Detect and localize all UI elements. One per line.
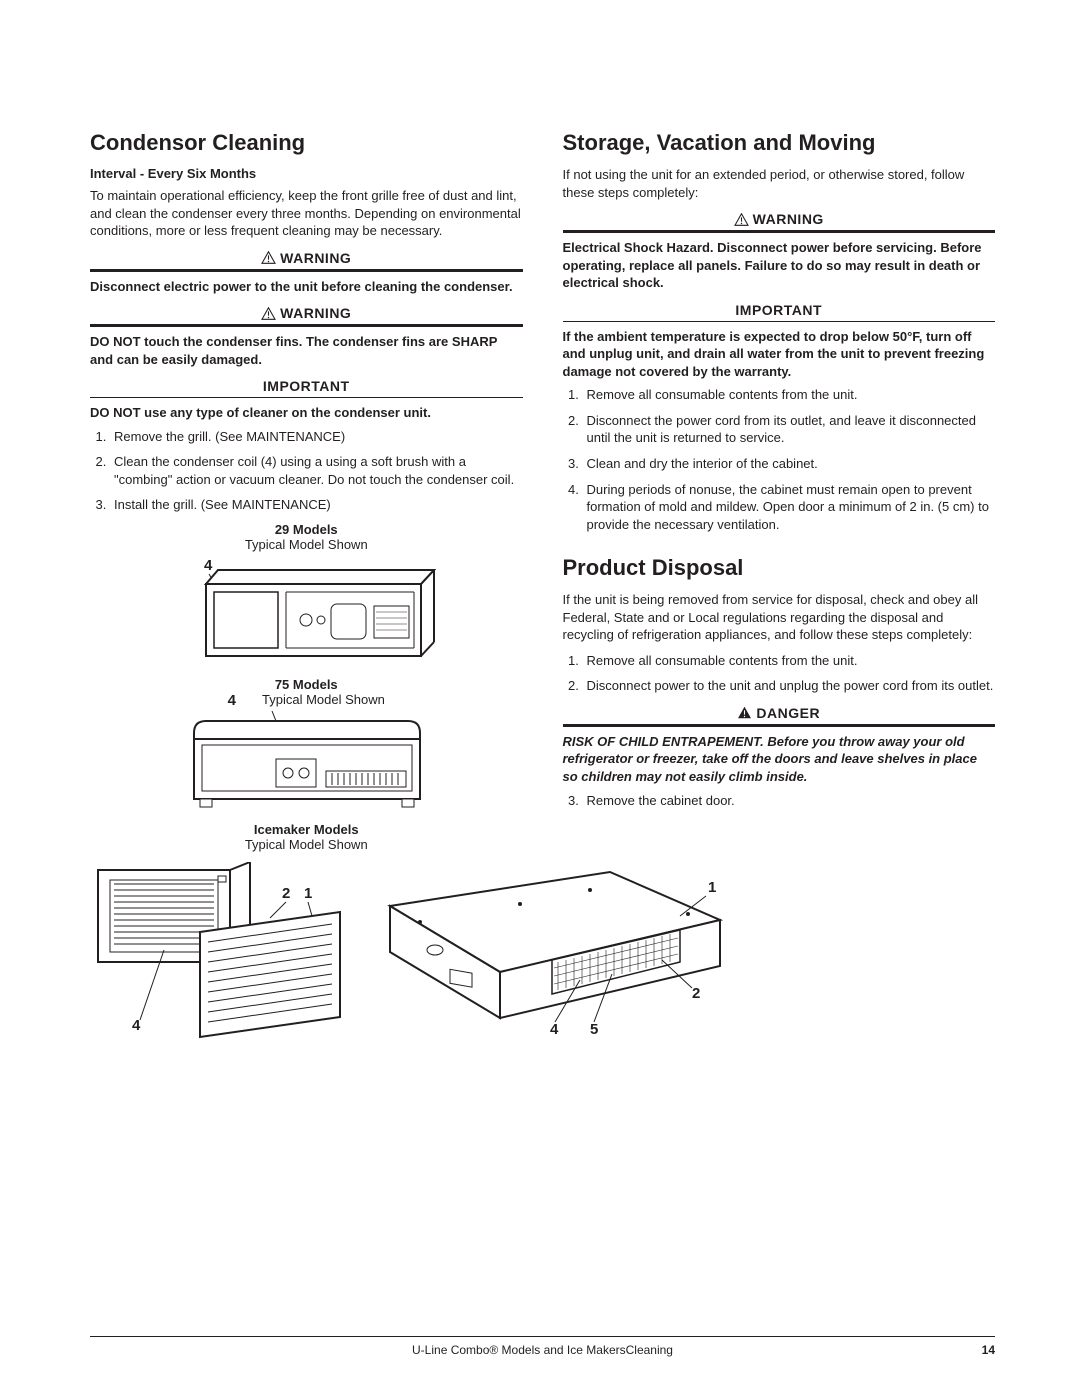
list-item: Remove all consumable contents from the … [583,652,996,670]
important-left: IMPORTANT [90,378,523,398]
storage-steps: Remove all consumable contents from the … [563,386,996,533]
caption-ice-sub: Typical Model Shown [90,837,523,852]
icemaker-diagrams: 2 1 4 1 [90,862,995,1042]
list-item: During periods of nonuse, the cabinet mu… [583,481,996,534]
danger-text: RISK OF CHILD ENTRAPEMENT. Before you th… [563,733,996,786]
svg-text:4: 4 [550,1021,559,1038]
diagram-ice-right: 1 2 4 5 [380,862,740,1042]
callout-4: 4 [204,557,213,574]
warning-2-label: WARNING [280,305,351,321]
warning-1-text: Disconnect electric power to the unit be… [90,278,523,296]
callout-4-75: 4 [228,692,236,709]
caption-75-models: 75 Models [90,677,523,692]
list-item: Remove all consumable contents from the … [583,386,996,404]
list-item: Remove the grill. (See MAINTENANCE) [110,428,523,446]
warning-2: WARNING [90,305,523,327]
disposal-intro: If the unit is being removed from servic… [563,591,996,644]
heading-disposal: Product Disposal [563,555,996,581]
list-item: Disconnect the power cord from its outle… [583,412,996,447]
diagram-75 [90,711,523,816]
important-left-label: IMPORTANT [90,378,523,394]
danger-icon [737,706,752,719]
footer-text: U-Line Combo® Models and Ice MakersClean… [412,1343,673,1357]
diagram-ice-left: 2 1 4 [90,862,350,1042]
warning-icon [261,251,276,264]
disposal-steps-a: Remove all consumable contents from the … [563,652,996,695]
condensor-steps: Remove the grill. (See MAINTENANCE) Clea… [90,428,523,514]
heading-storage: Storage, Vacation and Moving [563,130,996,156]
caption-29-models: 29 Models [90,522,523,537]
svg-text:2: 2 [692,985,700,1002]
disposal-steps-b: Remove the cabinet door. [563,792,996,810]
diagram-29: 4 [90,556,523,671]
warning-right-text: Electrical Shock Hazard. Disconnect powe… [563,239,996,292]
list-item: Clean and dry the interior of the cabine… [583,455,996,473]
warning-1: WARNING [90,250,523,272]
condensor-intro: To maintain operational efficiency, keep… [90,187,523,240]
important-right-text: If the ambient temperature is expected t… [563,328,996,381]
list-item: Install the grill. (See MAINTENANCE) [110,496,523,514]
right-column: Storage, Vacation and Moving If not usin… [563,130,996,856]
warning-1-label: WARNING [280,250,351,266]
svg-text:1: 1 [304,885,312,902]
danger-block: DANGER [563,705,996,727]
svg-text:1: 1 [708,879,716,896]
heading-condensor: Condensor Cleaning [90,130,523,156]
svg-text:5: 5 [590,1021,598,1038]
caption-ice-models: Icemaker Models [90,822,523,837]
caption-29-sub: Typical Model Shown [90,537,523,552]
warning-icon [261,307,276,320]
danger-label: DANGER [756,705,820,721]
svg-text:2: 2 [282,885,290,902]
interval-label: Interval - Every Six Months [90,166,523,181]
list-item: Disconnect power to the unit and unplug … [583,677,996,695]
left-column: Condensor Cleaning Interval - Every Six … [90,130,523,856]
important-right: IMPORTANT [563,302,996,322]
caption-75-sub: Typical Model Shown [262,692,385,707]
list-item: Clean the condenser coil (4) using a usi… [110,453,523,488]
warning-right-label: WARNING [753,211,824,227]
important-right-label: IMPORTANT [563,302,996,318]
warning-2-text: DO NOT touch the condenser fins. The con… [90,333,523,368]
footer-page: 14 [982,1343,995,1357]
warning-right: WARNING [563,211,996,233]
storage-intro: If not using the unit for an extended pe… [563,166,996,201]
list-item: Remove the cabinet door. [583,792,996,810]
important-left-text: DO NOT use any type of cleaner on the co… [90,404,523,422]
page-footer: U-Line Combo® Models and Ice MakersClean… [90,1336,995,1357]
warning-icon [734,213,749,226]
